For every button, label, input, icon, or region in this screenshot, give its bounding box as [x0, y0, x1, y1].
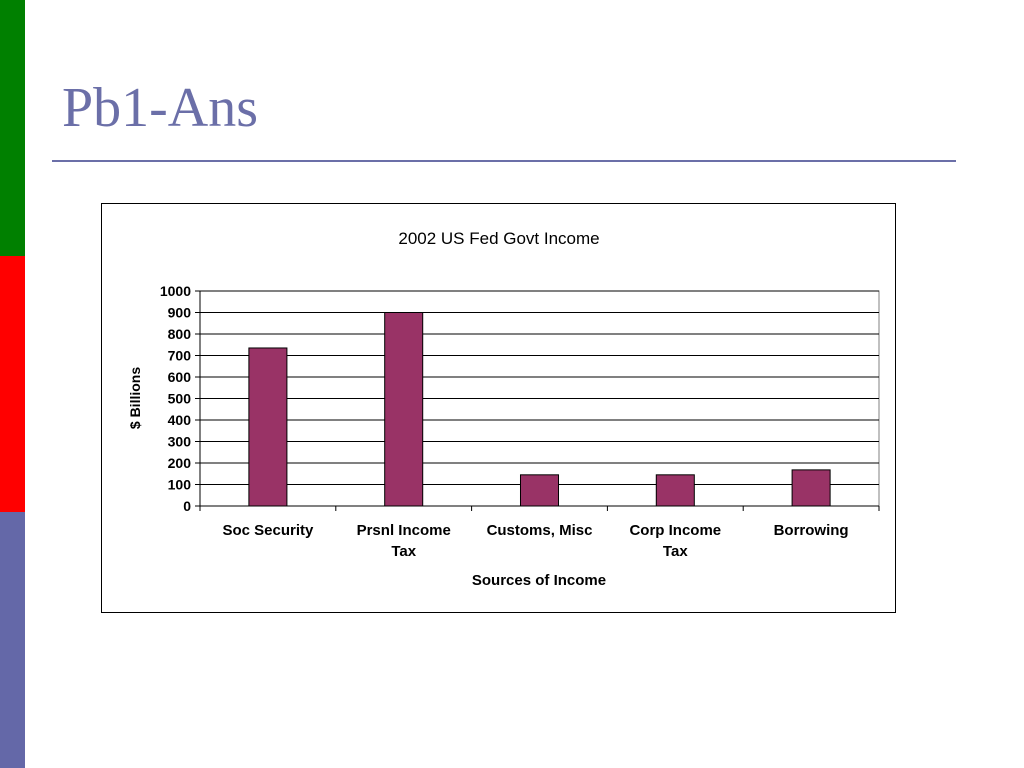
y-tick-label: 700: [168, 348, 192, 364]
x-tick-label: Soc Security: [222, 522, 314, 539]
y-tick-label: 600: [168, 369, 192, 385]
gridlines: [199, 290, 880, 507]
y-tick-label: 100: [168, 477, 192, 493]
x-tick-label: Corp Income: [629, 522, 721, 539]
chart-title: 2002 US Fed Govt Income: [398, 229, 599, 248]
x-axis-label: Sources of Income: [472, 572, 606, 589]
bar-chart: 2002 US Fed Govt Income 0 100 200 300 400 500…: [127, 229, 880, 589]
title-underline: [52, 160, 956, 162]
x-tick-label: Tax: [663, 543, 688, 560]
bars: [248, 312, 831, 507]
y-tick-label: 900: [168, 305, 192, 321]
y-tick-label: 300: [168, 434, 192, 450]
y-tick-label: 200: [168, 455, 192, 471]
y-axis-label: $ Billions: [127, 367, 143, 429]
bar: [248, 347, 288, 507]
bar: [791, 469, 831, 507]
x-tick-label: Prsnl Income: [357, 522, 451, 539]
bar: [655, 474, 695, 507]
y-tick-label: 0: [183, 498, 191, 514]
x-tick-label: Tax: [391, 543, 416, 560]
sidebar-blue-block: [0, 512, 25, 768]
x-tick-label: Borrowing: [774, 522, 849, 539]
chart-frame: 2002 US Fed Govt Income 0 100 200 300 400 500…: [101, 203, 896, 613]
y-tick-label: 400: [168, 412, 192, 428]
y-tick-label: 1000: [160, 283, 191, 299]
y-tick-labels: 0 100 200 300 400 500 600 700 800 900 1000: [160, 283, 191, 514]
sidebar-green-block: [0, 0, 25, 256]
sidebar-red-block: [0, 256, 25, 512]
y-tick-label: 800: [168, 326, 192, 342]
slide-title: Pb1-Ans: [62, 77, 259, 139]
bar: [384, 312, 424, 507]
bar: [519, 474, 560, 507]
x-tick-label: Customs, Misc: [487, 522, 593, 539]
axes: [195, 290, 880, 511]
y-tick-label: 500: [168, 391, 192, 407]
x-tick-labels: Soc Security Prsnl Income Tax Customs, Misc…: [222, 522, 848, 560]
